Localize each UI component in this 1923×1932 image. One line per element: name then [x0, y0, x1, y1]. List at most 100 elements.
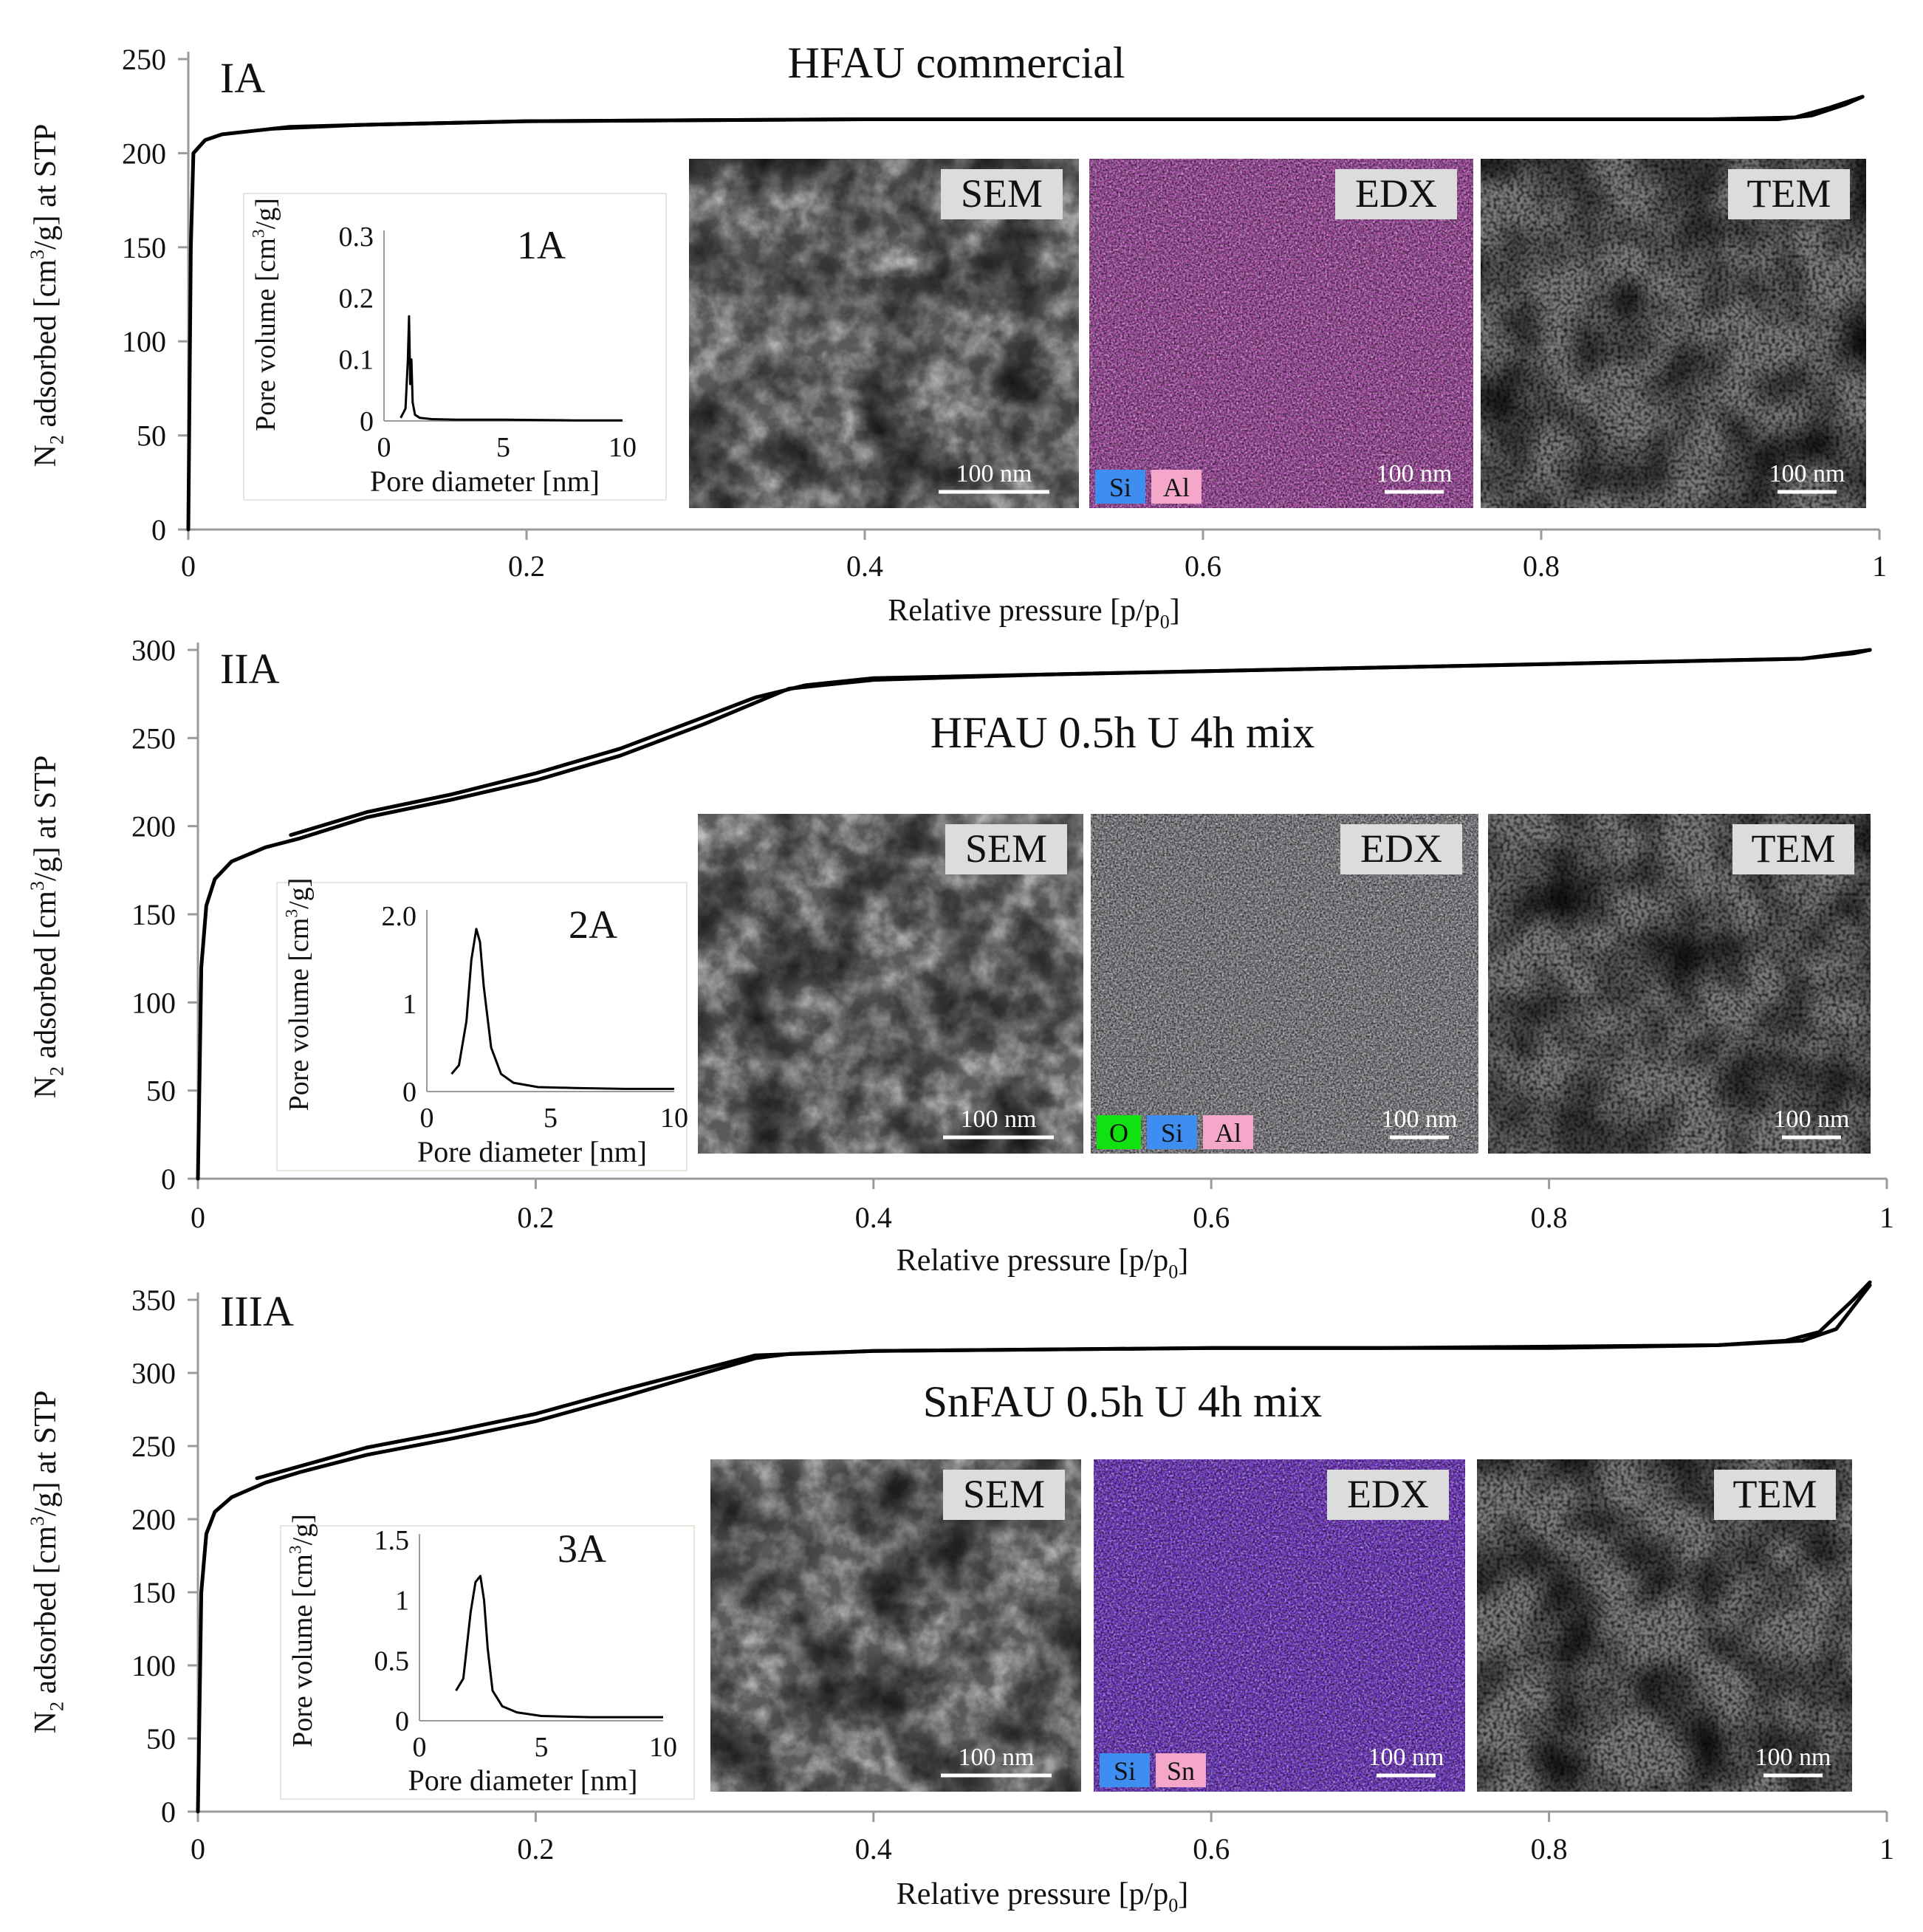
- x-tick-label: 1: [1879, 1832, 1894, 1866]
- inset-y-tick-label: 0.2: [339, 283, 374, 314]
- inset-y-tick-label: 0: [360, 406, 374, 437]
- x-tick-label: 0.6: [1193, 1201, 1230, 1234]
- series-desorption: [255, 1280, 1872, 1481]
- inset-x-axis-label: Pore diameter [nm]: [417, 1135, 647, 1168]
- inset-3A: 0 0.5 1 1.5 0 5 10 Pore diameter [nm] Pore volum…: [280, 1514, 695, 1800]
- inset-label: 2A: [569, 902, 617, 947]
- y-tick-label: 200: [131, 810, 176, 843]
- inset-y-tick-label: 0.1: [339, 345, 374, 376]
- scale-bar-label: 100 nm: [959, 1744, 1035, 1771]
- image-label: TEM: [1733, 1472, 1817, 1516]
- edx-legend-swatch-o: [1097, 1115, 1141, 1149]
- y-tick-label: 250: [122, 43, 166, 76]
- x-tick-label: 0.6: [1193, 1832, 1230, 1866]
- x-tick-label: 0.2: [508, 549, 545, 583]
- y-axis-label: N2 adsorbed [cm3/g] at STP: [27, 756, 67, 1099]
- micrograph-tem: TEM 100 nm: [1481, 159, 1866, 508]
- y-tick-label: 50: [146, 1722, 176, 1755]
- inset-x-tick-label: 10: [609, 432, 637, 463]
- image-label-box: [943, 1470, 1065, 1520]
- x-axis-label: Relative pressure [p/p0]: [897, 1244, 1189, 1283]
- micrograph-sem: SEM 100 nm: [689, 159, 1079, 508]
- x-tick-label: 0: [191, 1201, 205, 1234]
- image-label: SEM: [965, 826, 1047, 871]
- image-label-box: [941, 169, 1063, 219]
- panel-label: IIA: [220, 645, 280, 693]
- edx-legend-label: Si: [1161, 1118, 1183, 1148]
- edx-legend-label: Si: [1114, 1756, 1136, 1786]
- scale-bar-label: 100 nm: [1755, 1744, 1831, 1771]
- inset-y-axis-label: Pore volume [cm3/g]: [287, 1514, 318, 1747]
- inset-y-tick-label: 1: [402, 989, 417, 1020]
- inset-label: 3A: [558, 1527, 606, 1571]
- inset-box: [243, 193, 667, 501]
- edx-legend-label: Si: [1109, 473, 1131, 502]
- inset-box: [280, 1525, 695, 1800]
- inset-2A: 0 1 2.0 0 5 10 Pore diameter [nm] Pore volume […: [276, 878, 688, 1171]
- x-tick-label: 1: [1879, 1201, 1894, 1234]
- x-tick-label: 0.8: [1523, 549, 1560, 583]
- y-tick-label: 200: [131, 1503, 176, 1536]
- edx-legend-swatch-al: [1151, 470, 1202, 504]
- inset-y-axis-label: Pore volume [cm3/g]: [283, 878, 315, 1111]
- inset-y-axis-label: Pore volume [cm3/g]: [250, 198, 281, 431]
- image-label: TEM: [1752, 826, 1836, 871]
- edx-legend-swatch-si: [1147, 1115, 1197, 1149]
- image-label: EDX: [1360, 826, 1442, 871]
- x-tick-label: 0: [191, 1832, 205, 1866]
- image-label-box: [1728, 169, 1850, 219]
- y-tick-label: 100: [122, 325, 166, 358]
- inset-x-tick-label: 10: [660, 1103, 688, 1134]
- micrograph-edx: EDX 100 nm Si Al: [1089, 159, 1473, 508]
- image-label: EDX: [1347, 1472, 1429, 1516]
- edx-legend-label: O: [1109, 1118, 1128, 1148]
- inset-pore-size-curve: [400, 315, 623, 422]
- inset-x-tick-label: 5: [496, 432, 510, 463]
- y-tick-label: 50: [137, 419, 166, 453]
- y-tick-label: 150: [122, 231, 166, 264]
- series-desorption: [289, 648, 1872, 837]
- chart-title: SnFAU 0.5h U 4h mix: [923, 1377, 1323, 1426]
- inset-y-tick-label: 0: [395, 1706, 409, 1737]
- scale-bar-label: 100 nm: [1769, 460, 1845, 487]
- y-tick-label: 100: [131, 986, 176, 1019]
- x-tick-label: 1: [1872, 549, 1887, 583]
- y-tick-label: 0: [151, 513, 166, 547]
- y-tick-label: 150: [131, 898, 176, 931]
- inset-box: [276, 882, 688, 1171]
- y-tick-label: 300: [131, 1357, 176, 1390]
- chart-title: HFAU 0.5h U 4h mix: [930, 708, 1315, 757]
- x-tick-label: 0.2: [517, 1201, 554, 1234]
- x-tick-label: 0.4: [855, 1832, 892, 1866]
- x-axis-label: Relative pressure [p/p0]: [888, 594, 1180, 633]
- y-axis-label: N2 adsorbed [cm3/g] at STP: [27, 1391, 67, 1734]
- x-tick-label: 0.4: [846, 549, 883, 583]
- micrograph-sem: SEM 100 nm: [710, 1459, 1081, 1792]
- x-tick-label: 0.8: [1531, 1832, 1568, 1866]
- inset-x-tick-label: 5: [535, 1732, 549, 1763]
- y-tick-label: 0: [161, 1795, 176, 1829]
- inset-x-tick-label: 0: [413, 1732, 427, 1763]
- image-label-box: [1335, 169, 1457, 219]
- image-label: SEM: [963, 1472, 1045, 1516]
- inset-y-tick-label: 1: [395, 1586, 409, 1617]
- inset-x-tick-label: 0: [377, 432, 391, 463]
- y-tick-label: 350: [131, 1284, 176, 1317]
- panel-label: IIIA: [220, 1287, 294, 1335]
- inset-y-tick-label: 1.5: [374, 1525, 410, 1556]
- edx-legend-swatch-sn: [1156, 1753, 1206, 1787]
- edx-legend-swatch-si: [1100, 1753, 1150, 1787]
- x-tick-label: 0.8: [1531, 1201, 1568, 1234]
- inset-1A: 0 0.1 0.2 0.3 0 5 10 Pore diameter [nm] Pore vol…: [243, 193, 667, 501]
- inset-x-tick-label: 0: [420, 1103, 434, 1134]
- edx-legend-label: Al: [1163, 473, 1190, 502]
- inset-pore-size-curve: [450, 928, 674, 1090]
- micrograph-tem: TEM 100 nm: [1477, 1459, 1852, 1792]
- image-label: SEM: [961, 171, 1043, 216]
- image-label-box: [1340, 824, 1462, 874]
- scale-bar-label: 100 nm: [1774, 1106, 1850, 1133]
- micrograph-edx: EDX 100 nm O Si Al: [1091, 814, 1478, 1154]
